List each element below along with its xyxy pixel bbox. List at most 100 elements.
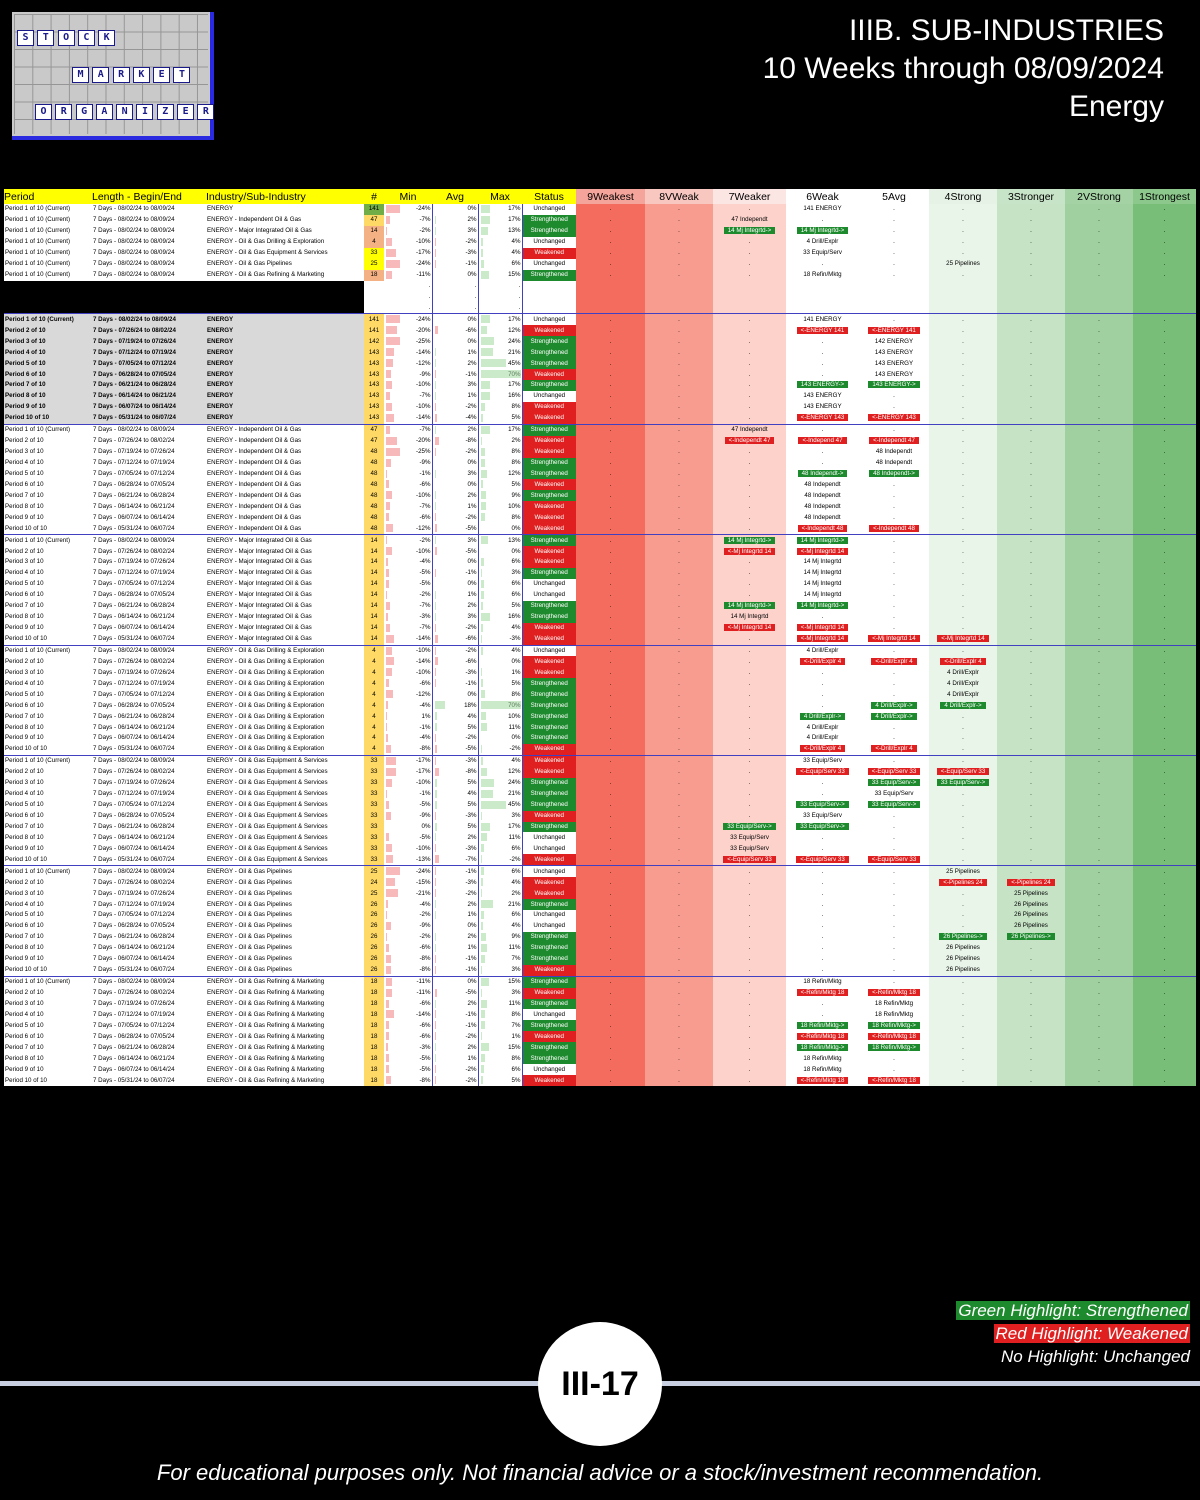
logo-letter: R [112, 67, 130, 83]
max-cell: 21% [478, 788, 523, 800]
grade-cell-2: . [1065, 832, 1133, 844]
avg-cell: 2% [432, 214, 479, 226]
grade-cell-4: . [929, 247, 997, 259]
value-bar [434, 811, 437, 820]
grade-cell-9: . [576, 888, 645, 900]
grade-cell-7: . [713, 689, 786, 701]
value-bar [386, 954, 391, 963]
count-cell: 25 [364, 258, 384, 270]
grade-label: <-Drill/Explr 4 [871, 657, 917, 665]
grade-cell-7: <-Mj Integrtd 14 [713, 622, 786, 634]
min-cell: -7% [384, 390, 433, 402]
value-bar [480, 237, 483, 246]
max-cell: 5% [478, 678, 523, 690]
min-cell: -7% [384, 501, 433, 513]
max-cell: -2% [478, 854, 523, 866]
min-cell: -17% [384, 754, 433, 767]
grade-cell-6: <-Independ 47 [786, 435, 859, 447]
industry-cell: ENERGY - Oil & Gas Pipelines [206, 942, 364, 954]
grade-cell-1: . [1133, 700, 1196, 712]
grade-cell-9 [576, 291, 645, 303]
grade-cell-5: <-Drill/Explr 4 [859, 743, 929, 756]
grade-cell-4: . [929, 412, 997, 425]
grade-cell-8: . [645, 987, 713, 999]
grade-cell-4: . [929, 214, 997, 226]
industry-cell: ENERGY - Oil & Gas Equipment & Services [206, 777, 364, 789]
grade-cell-4: . [929, 987, 997, 999]
avg-cell: 5% [432, 799, 479, 811]
grade-cell-9: . [576, 501, 645, 513]
period-cell: Period 4 of 10 [4, 347, 92, 359]
industry-cell: ENERGY - Oil & Gas Pipelines [206, 964, 364, 977]
count-cell: 26 [364, 899, 384, 910]
grade-label: <-ENERGY 141 [868, 326, 920, 334]
grade-cell-6: 48 Independt [786, 512, 859, 524]
avg-cell: -1% [432, 678, 479, 690]
date-range: 10 Weeks through 08/09/2024 [762, 52, 1164, 85]
industry-cell: ENERGY - Oil & Gas Refining & Marketing [206, 1053, 364, 1065]
grade-cell-9 [576, 302, 645, 314]
grade-cell-1 [1133, 302, 1196, 314]
grade-cell-2: . [1065, 987, 1133, 999]
industry-cell: ENERGY - Major Integrated Oil & Gas [206, 546, 364, 557]
table-row: Period 6 of 10 7 Days - 06/28/24 to 07/05… [4, 920, 1196, 932]
avg-cell: 1% [432, 1053, 479, 1065]
table-row: Period 10 of 10 7 Days - 05/31/24 to 06/0… [4, 633, 1196, 645]
grade-cell-9: . [576, 754, 645, 767]
grade-cell-2: . [1065, 390, 1133, 402]
grade-cell-3 [997, 291, 1065, 303]
col-6weak: 6Weak [786, 189, 859, 204]
grade-cell-9: . [576, 644, 645, 657]
grade-cell-6: . [786, 457, 859, 469]
min-cell: -5% [384, 578, 433, 590]
grade-cell-7: . [713, 247, 786, 259]
grade-cell-1: . [1133, 877, 1196, 889]
max-cell: 2% [478, 435, 523, 447]
grade-cell-7: . [713, 910, 786, 921]
value-bar [480, 889, 482, 898]
max-cell: 0% [478, 523, 523, 535]
grade-cell-2: . [1065, 258, 1133, 270]
grade-cell-2: . [1065, 204, 1133, 215]
period-cell: Period 8 of 10 [4, 611, 92, 623]
max-cell: 11% [478, 722, 523, 733]
value-bar [434, 646, 436, 655]
grade-cell-4: . [929, 313, 997, 326]
length-cell: 7 Days - 05/31/24 to 06/07/24 [92, 854, 206, 866]
grade-cell-8: . [645, 810, 713, 822]
avg-cell: 0% [432, 269, 479, 281]
grade-cell-4: . [929, 600, 997, 612]
count-cell: 18 [364, 1009, 384, 1021]
period-cell: Period 9 of 10 [4, 733, 92, 744]
grade-cell-5: <-ENERGY 143 [859, 412, 929, 425]
min-cell: -21% [384, 888, 433, 900]
value-bar [480, 205, 491, 213]
value-bar [480, 690, 486, 699]
value-bar [434, 1021, 436, 1030]
table-row: Period 2 of 10 7 Days - 07/26/24 to 08/02… [4, 546, 1196, 557]
grade-cell-7: . [713, 557, 786, 568]
avg-cell: -3% [432, 754, 479, 767]
grade-cell-7: . [713, 325, 786, 337]
grade-cell-4: 26 Pipelines [929, 953, 997, 965]
count-cell: 18 [364, 1053, 384, 1065]
industry-cell: ENERGY - Oil & Gas Drilling & Exploratio… [206, 667, 364, 679]
length-cell: 7 Days - 08/02/24 to 08/09/24 [92, 313, 206, 326]
grade-cell-2: . [1065, 975, 1133, 988]
grade-cell-6: . [786, 700, 859, 712]
status-cell: Weakened [522, 479, 576, 491]
grade-cell-6: 14 Mj Integrtd-> [786, 534, 859, 547]
table-row: Period 5 of 10 7 Days - 07/05/24 to 07/12… [4, 578, 1196, 590]
max-cell: 8% [478, 401, 523, 413]
industry-cell: ENERGY - Oil & Gas Refining & Marketing [206, 975, 364, 988]
max-cell: 12% [478, 766, 523, 778]
min-cell: -2% [384, 931, 433, 943]
avg-cell: 1% [432, 390, 479, 402]
value-bar [386, 1076, 391, 1085]
min-cell: -8% [384, 953, 433, 965]
grade-cell-9: . [576, 1075, 645, 1086]
logo-letter: E [177, 104, 195, 120]
grade-cell-7: . [713, 700, 786, 712]
grade-cell-9: . [576, 358, 645, 370]
grade-cell-5: 33 Equip/Serv-> [859, 777, 929, 789]
